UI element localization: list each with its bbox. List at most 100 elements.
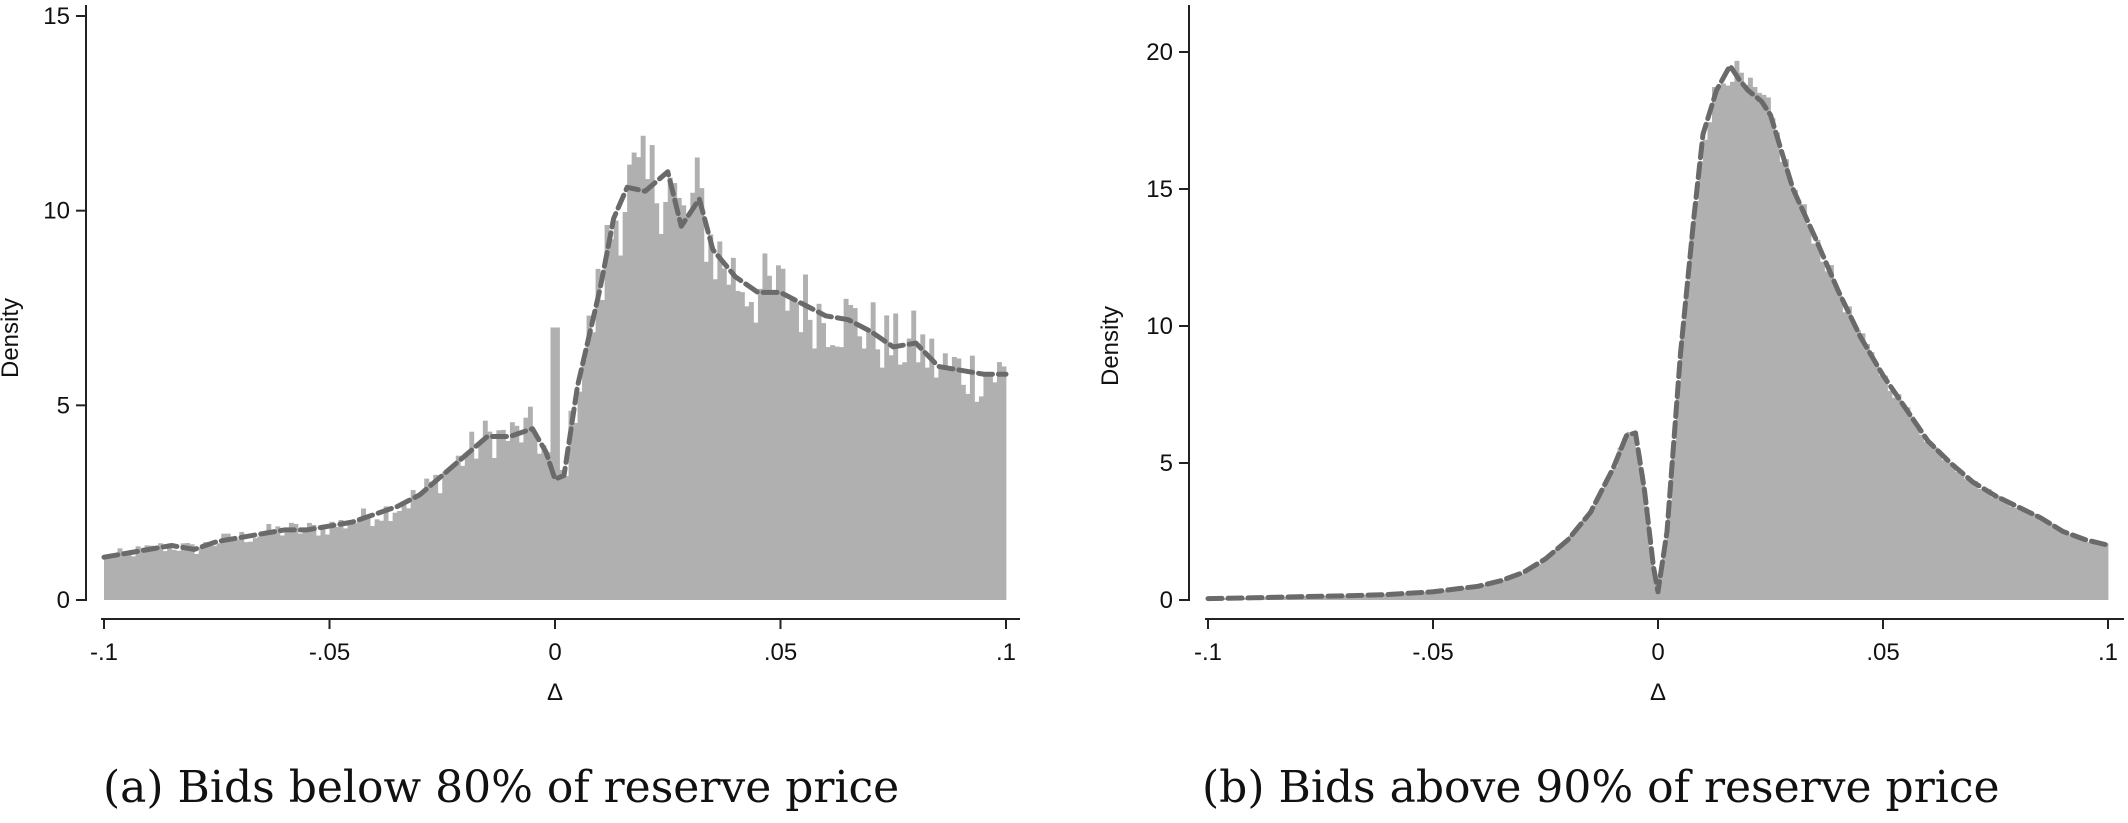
- histogram-bar: [582, 359, 587, 600]
- histogram-bar: [1433, 591, 1438, 600]
- histogram-bar: [1842, 312, 1848, 600]
- histogram-bar: [622, 212, 628, 600]
- histogram-bar: [252, 538, 258, 600]
- histogram-bar: [302, 529, 308, 600]
- histogram-bar: [757, 288, 763, 600]
- histogram-bar: [401, 505, 407, 600]
- histogram-bar: [433, 474, 439, 600]
- histogram-bar: [1982, 489, 1987, 600]
- y-tick-label: 5: [1160, 450, 1173, 477]
- histogram-bar: [1662, 546, 1668, 600]
- histogram-bar: [1779, 161, 1785, 601]
- histogram-bar: [1811, 243, 1816, 601]
- histogram-bar: [428, 481, 434, 600]
- histogram-bar: [523, 417, 529, 600]
- histogram-bar: [604, 224, 610, 601]
- histogram-bar: [586, 315, 592, 600]
- histogram-bar: [1901, 405, 1906, 600]
- histogram-bar: [1802, 204, 1807, 601]
- histogram-bar: [293, 523, 299, 600]
- histogram-bar: [275, 526, 281, 600]
- histogram-bar: [491, 457, 497, 600]
- histogram-bar: [1883, 375, 1888, 600]
- histogram-bar: [541, 445, 547, 600]
- histogram-bar: [2027, 510, 2032, 600]
- histogram-bar: [311, 524, 317, 600]
- histogram-bar: [388, 521, 394, 600]
- histogram-bar: [1833, 287, 1839, 600]
- histogram-bar: [739, 292, 745, 600]
- histogram-bar: [1995, 495, 2001, 600]
- histogram-bar: [1815, 239, 1821, 601]
- histogram-bar: [721, 268, 727, 600]
- histogram-bar: [1473, 586, 1479, 600]
- x-tick-label: 0: [548, 639, 561, 666]
- histogram-bar: [938, 365, 944, 600]
- histogram-bar: [888, 355, 894, 600]
- histogram-bar: [595, 268, 601, 600]
- y-tick-label: 10: [43, 198, 70, 225]
- histogram-bar: [1968, 481, 1974, 600]
- histogram-bar: [1559, 545, 1564, 600]
- histogram-bar: [212, 545, 218, 600]
- histogram-bar: [1671, 440, 1677, 600]
- histogram-bar: [1626, 431, 1632, 600]
- x-tick-label: -.1: [90, 639, 118, 666]
- histogram-bar: [2094, 543, 2100, 600]
- y-tick-label: 15: [1146, 176, 1173, 203]
- y-axis-title: Density: [0, 298, 24, 378]
- histogram-bar: [564, 476, 569, 600]
- histogram-bar: [239, 531, 245, 600]
- histogram-bar: [1001, 366, 1007, 600]
- histogram-bar: [640, 135, 646, 600]
- histogram-bar: [1401, 593, 1407, 600]
- histogram-bar: [284, 531, 290, 600]
- histogram-bar: [996, 362, 1002, 600]
- histogram-bar: [947, 366, 953, 600]
- histogram-bar: [1496, 581, 1501, 600]
- histogram-bar: [406, 508, 412, 600]
- histogram-bar: [297, 533, 303, 600]
- histogram-bar: [1608, 473, 1614, 600]
- histogram-bar: [1419, 592, 1425, 600]
- histogram-bar: [496, 430, 502, 600]
- histogram-bar: [347, 524, 353, 600]
- histogram-bar: [978, 396, 984, 600]
- histogram-bar: [1374, 594, 1380, 600]
- histogram-bar: [1595, 498, 1600, 600]
- histogram-bar: [1887, 390, 1893, 600]
- histogram-bar: [762, 253, 768, 600]
- histogram-bar: [176, 550, 182, 600]
- histogram-bar: [1734, 60, 1740, 601]
- histogram-bar: [1572, 531, 1578, 600]
- histogram-bar: [1617, 447, 1623, 600]
- histogram-bar: [518, 442, 524, 600]
- x-tick-label: .1: [2098, 639, 2118, 666]
- histogram-bar: [699, 188, 705, 601]
- histogram-bar: [1824, 271, 1830, 600]
- histogram-bar: [1644, 507, 1650, 600]
- histogram-bar: [897, 364, 903, 600]
- histogram-bar: [315, 535, 321, 600]
- histogram-bar: [469, 431, 475, 600]
- histogram-bar: [1392, 594, 1398, 600]
- histogram-bars: [104, 135, 1007, 601]
- histogram-bar: [1973, 481, 1978, 600]
- histogram-bar: [198, 547, 204, 600]
- histogram-bar: [365, 518, 371, 600]
- histogram-bar: [870, 302, 876, 600]
- histogram-bar: [1860, 333, 1866, 600]
- histogram-bar: [500, 429, 506, 600]
- histogram-bar: [279, 535, 285, 600]
- histogram-bar: [162, 551, 168, 600]
- histogram-bar: [834, 346, 840, 600]
- histogram-bar: [983, 374, 989, 600]
- histogram-bar: [1757, 92, 1762, 600]
- histogram-bar: [248, 541, 254, 600]
- histogram-bar: [221, 533, 227, 600]
- histogram-bar: [690, 192, 696, 600]
- histogram-bar: [203, 542, 209, 600]
- histogram-bar: [735, 290, 741, 600]
- histogram-bar: [527, 406, 533, 600]
- histogram-bar: [771, 290, 777, 600]
